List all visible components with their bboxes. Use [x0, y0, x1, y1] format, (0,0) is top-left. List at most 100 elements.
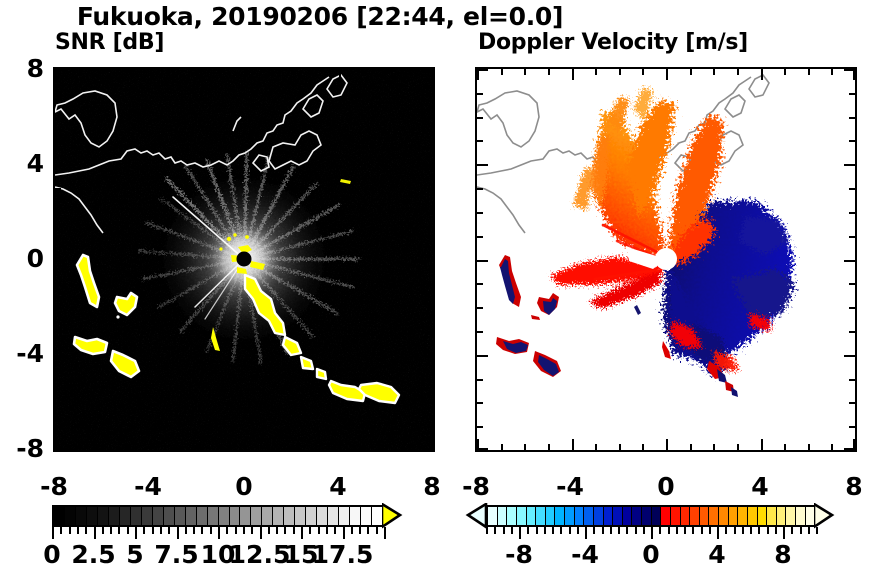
snr-colorbar-extend-arrow [382, 503, 403, 529]
colorbar-tick [642, 527, 645, 534]
colorbar-swatch [526, 507, 537, 525]
colorbar-tick [151, 527, 154, 534]
colorbar-swatch [54, 507, 65, 525]
colorbar-tick [766, 527, 769, 534]
colorbar-tick [359, 527, 362, 534]
colorbar-swatch [805, 507, 815, 525]
colorbar-tick [609, 527, 612, 534]
colorbar-tick [543, 527, 546, 534]
colorbar-tick [135, 527, 137, 539]
doppler-xtick-label-2: 0 [657, 472, 675, 501]
colorbar-swatch [64, 507, 76, 525]
colorbar-swatch [719, 507, 729, 525]
colorbar-swatch [141, 507, 153, 525]
snr-xtick-label-4: 8 [423, 472, 441, 501]
colorbar-tick [350, 527, 353, 534]
snr-ytick-label-3: -4 [16, 339, 44, 368]
snr-colorbar-labels: 0 2.5 5 7.5 10 12.5 15 17.5 [0, 540, 440, 570]
colorbar-tick [226, 527, 229, 534]
colorbar-swatch [507, 507, 517, 525]
colorbar-swatch [229, 507, 241, 525]
doppler-colorbar-tick-label: -8 [505, 540, 533, 569]
colorbar-tick [651, 527, 653, 539]
colorbar-tick [816, 527, 818, 534]
colorbar-tick [242, 527, 245, 534]
colorbar-swatch [545, 507, 556, 525]
colorbar-tick [601, 527, 604, 534]
colorbar-tick [301, 527, 303, 539]
colorbar-tick [634, 527, 637, 534]
colorbar-swatch [295, 507, 307, 525]
colorbar-swatch [284, 507, 296, 525]
snr-ytick-label-2: 0 [26, 244, 44, 273]
doppler-xtick-label-3: 4 [751, 472, 769, 501]
colorbar-tick [667, 527, 670, 534]
plot-panel-doppler [475, 67, 857, 452]
colorbar-tick [267, 527, 270, 534]
colorbar-tick [201, 527, 204, 534]
colorbar-tick [783, 527, 785, 539]
doppler-xtick-label-4: 8 [845, 472, 863, 501]
snr-colorbar-cells[interactable] [52, 505, 384, 527]
colorbar-tick [750, 527, 752, 534]
colorbar-tick [535, 527, 538, 534]
snr-colorbar-tick-label: 0 [43, 540, 61, 569]
colorbar-swatch [584, 507, 594, 525]
colorbar-swatch [372, 507, 383, 525]
colorbar-tick [527, 527, 530, 534]
colorbar-tick [568, 527, 571, 534]
colorbar-swatch [350, 507, 362, 525]
colorbar-swatch [767, 507, 777, 525]
snr-xtick-label-3: 4 [329, 472, 347, 501]
snr-xtick-label-1: -4 [134, 472, 162, 501]
colorbar-tick [118, 527, 121, 534]
colorbar-tick [659, 527, 662, 534]
doppler-xtick-label-1: -4 [556, 472, 584, 501]
colorbar-swatch [262, 507, 274, 525]
colorbar-tick [159, 527, 162, 534]
colorbar-tick [384, 527, 386, 539]
doppler-image [477, 69, 855, 450]
colorbar-tick [741, 527, 744, 534]
colorbar-swatch [240, 507, 252, 525]
colorbar-swatch [130, 507, 142, 525]
colorbar-tick [126, 527, 129, 534]
colorbar-swatch [152, 507, 164, 525]
colorbar-tick [284, 527, 287, 534]
colorbar-swatch [593, 507, 604, 525]
colorbar-tick [700, 527, 703, 534]
colorbar-swatch [728, 507, 739, 525]
colorbar-tick [176, 527, 179, 539]
doppler-colorbar-cells[interactable] [486, 505, 816, 527]
doppler-colorbar-tick-label: 8 [774, 540, 792, 569]
colorbar-tick [510, 527, 513, 534]
snr-colorbar-ticks [52, 527, 386, 539]
snr-ytick-label-1: 4 [26, 149, 44, 178]
colorbar-swatch [661, 507, 671, 525]
colorbar-tick [52, 527, 54, 539]
colorbar-swatch [361, 507, 373, 525]
colorbar-swatch [251, 507, 263, 525]
colorbar-swatch [796, 507, 806, 525]
colorbar-tick [168, 527, 171, 534]
colorbar-tick [807, 527, 810, 534]
snr-ytick-label-4: -8 [16, 434, 44, 463]
colorbar-swatch [709, 507, 719, 525]
colorbar-tick [184, 527, 187, 534]
doppler-xtick-label-0: -8 [462, 472, 490, 501]
colorbar-tick [758, 527, 761, 534]
colorbar-tick [309, 527, 312, 534]
colorbar-tick [552, 527, 554, 534]
colorbar-tick [684, 527, 686, 534]
snr-colorbar-tick-label: 2.5 [71, 540, 116, 569]
colorbar-tick [593, 527, 596, 534]
colorbar-swatch [786, 507, 796, 525]
snr-xtick-label-2: 0 [235, 472, 253, 501]
colorbar-tick [791, 527, 794, 534]
colorbar-swatch [536, 507, 546, 525]
colorbar-swatch [196, 507, 208, 525]
colorbar-tick [367, 527, 370, 534]
colorbar-swatch [328, 507, 340, 525]
colorbar-swatch [516, 507, 527, 525]
snr-colorbar-tick-label: 5 [126, 540, 144, 569]
